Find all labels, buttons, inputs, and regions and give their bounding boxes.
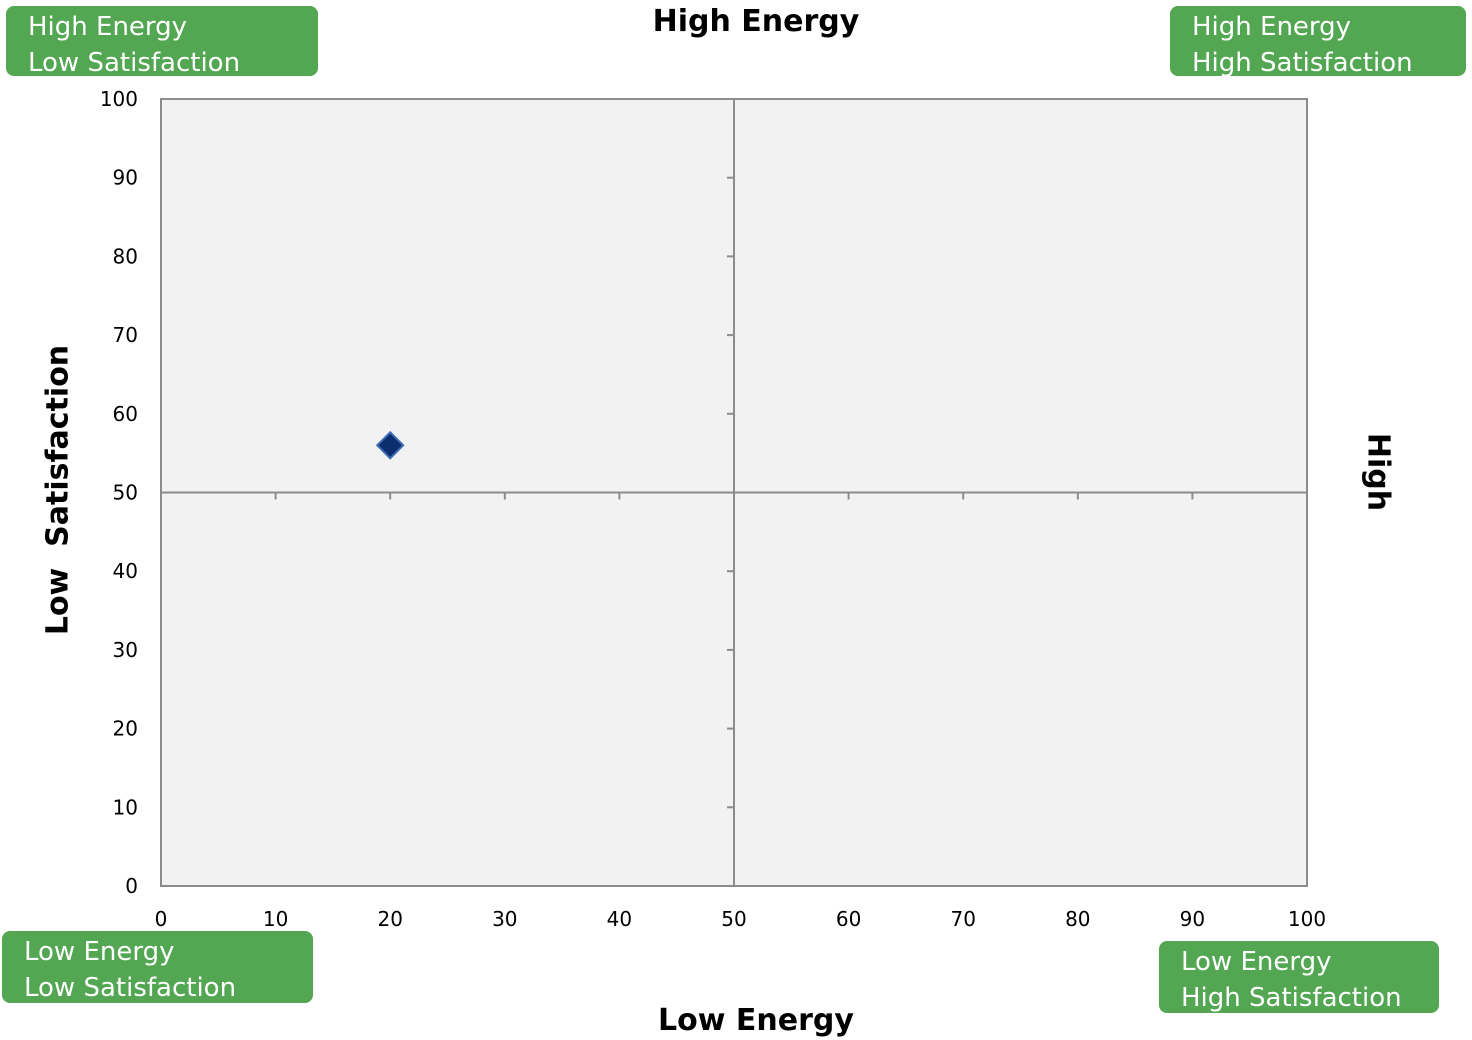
quadrant-label-line: Low Satisfaction: [24, 973, 237, 1003]
x-tick-label: 10: [263, 907, 288, 931]
y-tick-label: 10: [113, 795, 138, 819]
quadrant-lines-layer: [161, 99, 1307, 886]
y-tick-label: 40: [113, 559, 138, 583]
y-tick-label: 70: [113, 323, 138, 347]
y-tick-label: 30: [113, 638, 138, 662]
quadrant-label-line: High Satisfaction: [1192, 48, 1413, 78]
quadrant-label-low-energy-high-satisfaction: Low Energy High Satisfaction: [1159, 941, 1439, 1013]
data-point: [375, 430, 405, 460]
tick-labels-layer: 0 10 20 30 40 50 60 70 80 90 100 0 10 20 30 40 50 60 70 80 9…: [100, 87, 1326, 931]
quadrant-label-high-energy-high-satisfaction: High Energy High Satisfaction: [1170, 6, 1466, 78]
y-tick-label: 100: [100, 87, 138, 111]
y-tick-label: 0: [125, 874, 138, 898]
x-tick-label: 40: [607, 907, 632, 931]
right-axis-title: High: [1360, 432, 1396, 512]
quadrant-label-high-energy-low-satisfaction: High Energy Low Satisfaction: [6, 6, 318, 78]
quadrant-label-line: High Energy: [1192, 12, 1352, 42]
quadrant-label-line: High Satisfaction: [1181, 983, 1402, 1013]
quadrant-label-low-energy-low-satisfaction: Low Energy Low Satisfaction: [2, 931, 313, 1003]
x-tick-label: 0: [155, 907, 168, 931]
x-tick-label: 50: [721, 907, 746, 931]
y-tick-label: 60: [113, 402, 138, 426]
x-tick-label: 90: [1180, 907, 1205, 931]
points-layer: [375, 430, 405, 460]
bottom-axis-title: Low Energy: [658, 1003, 854, 1038]
left-axis-title: Low Satisfaction: [40, 344, 76, 636]
top-axis-title: High Energy: [652, 4, 860, 39]
quadrant-label-line: Low Energy: [24, 937, 175, 967]
x-tick-label: 70: [950, 907, 975, 931]
quadrant-label-line: Low Satisfaction: [28, 48, 241, 78]
quadrant-label-line: Low Energy: [1181, 947, 1332, 977]
y-tick-label: 80: [113, 244, 138, 268]
x-tick-label: 100: [1288, 907, 1326, 931]
y-tick-label: 20: [113, 717, 138, 741]
x-tick-label: 80: [1065, 907, 1090, 931]
x-tick-label: 30: [492, 907, 517, 931]
ticks-layer: [160, 98, 1308, 887]
quadrant-label-line: High Energy: [28, 12, 188, 42]
x-tick-label: 60: [836, 907, 861, 931]
y-tick-label: 90: [113, 166, 138, 190]
y-tick-label: 50: [113, 481, 138, 505]
x-tick-label: 20: [377, 907, 402, 931]
